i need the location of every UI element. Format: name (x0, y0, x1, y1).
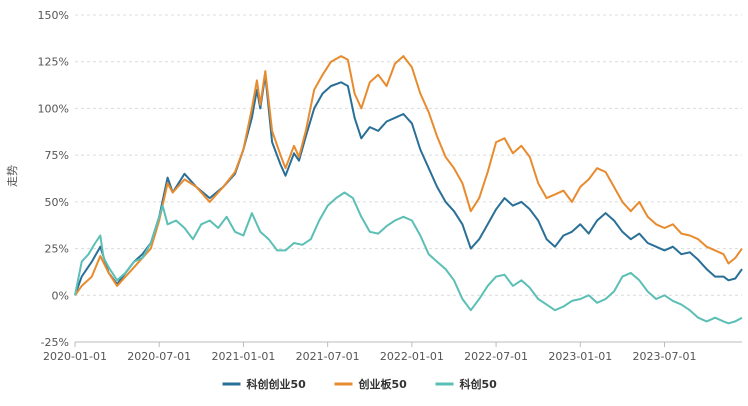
y-axis-title: 走势 (6, 165, 19, 187)
y-tick-label: 100% (38, 102, 69, 115)
series-layer (74, 55, 743, 325)
y-tick-label: 75% (45, 149, 69, 162)
x-tick-label: 2022-01-01 (380, 350, 444, 363)
legend-label: 科创50 (460, 377, 498, 391)
series-line-3 (74, 191, 743, 325)
legend: 科创创业50 创业板50 科创50 (222, 377, 498, 391)
y-tick-label: 0% (52, 289, 69, 302)
y-tick-label: 25% (45, 243, 69, 256)
x-tick-label: 2021-07-01 (296, 350, 360, 363)
x-tick-label: 2023-01-01 (548, 350, 612, 363)
axis-layer: -25% 0% 25% 50% 75% 100% 125% 150% 2020-01-01 202… (38, 9, 742, 363)
legend-item[interactable]: 创业板50 (334, 377, 408, 391)
legend-item[interactable]: 科创创业50 (222, 377, 307, 391)
x-tick-label: 2023-07-01 (633, 350, 697, 363)
y-tick-label: 150% (38, 9, 69, 22)
x-tick-label: 2020-07-01 (127, 350, 191, 363)
series-line-2 (74, 55, 743, 296)
y-tick-label: 50% (45, 196, 69, 209)
legend-label: 创业板50 (358, 377, 408, 391)
series-line-1 (74, 73, 743, 296)
y-tick-label: 125% (38, 56, 69, 69)
legend-item[interactable]: 科创50 (435, 377, 498, 391)
x-tick-label: 2020-01-01 (43, 350, 107, 363)
legend-label: 科创创业50 (247, 377, 307, 391)
y-tick-label: -25% (41, 336, 69, 349)
x-tick-label: 2021-01-01 (211, 350, 275, 363)
x-tick-label: 2022-07-01 (464, 350, 528, 363)
